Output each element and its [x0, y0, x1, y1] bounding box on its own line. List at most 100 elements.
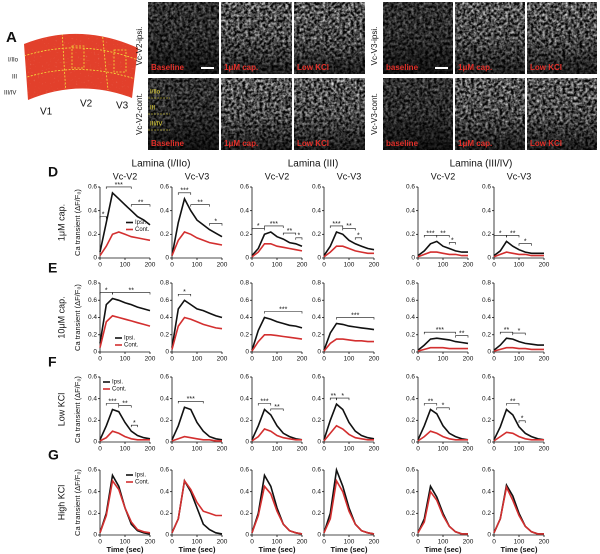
data-line — [99, 297, 151, 344]
image-fade — [294, 2, 365, 74]
data-line — [251, 408, 303, 441]
data-line — [171, 231, 223, 256]
significance-label: * — [357, 233, 360, 240]
row-label: Vc-V3-ipsi. — [370, 27, 379, 66]
y-tick-label: 0.2 — [312, 231, 321, 238]
x-tick-label: 0 — [170, 356, 174, 363]
x-tick-label: 0 — [492, 356, 496, 363]
significance-bracket — [455, 335, 469, 338]
y-tick-label: 0 — [317, 532, 321, 539]
legend-label: Cont. — [135, 480, 150, 486]
significance-label: ** — [129, 287, 135, 294]
y-tick-label: 0.4 — [312, 488, 321, 495]
data-line — [417, 240, 468, 257]
x-tick-label: 100 — [272, 539, 283, 546]
significance-bracket — [448, 242, 456, 245]
y-tick-label: 0.2 — [482, 417, 491, 424]
condition-label: 1μM cap. — [224, 139, 258, 148]
significance-bracket — [270, 408, 284, 411]
y-tick-label: 0.2 — [88, 417, 97, 424]
x-tick-label: 0 — [322, 356, 326, 363]
significance-bracket — [336, 317, 375, 320]
y-tick-label: 0.6 — [88, 467, 97, 474]
y-tick-label: 0.4 — [482, 314, 491, 321]
significance-bracket — [105, 403, 120, 406]
y-tick-label: 0.6 — [312, 184, 321, 191]
data-line — [99, 408, 151, 441]
significance-bracket — [130, 204, 151, 207]
y-tick-label: 0 — [317, 255, 321, 262]
data-line — [171, 478, 222, 534]
chart-title: Vc-V3 — [185, 171, 210, 181]
data-line — [171, 299, 223, 348]
x-tick-label: 100 — [438, 539, 449, 546]
y-tick-label: 0.8 — [160, 280, 169, 287]
x-tick-label: 100 — [120, 262, 131, 269]
y-tick-label: 0.6 — [482, 467, 491, 474]
y-tick-label: 0.4 — [406, 395, 415, 402]
significance-label: * — [105, 287, 108, 294]
significance-label: * — [524, 239, 527, 246]
x-tick-label: 200 — [369, 539, 380, 546]
data-line — [493, 346, 544, 352]
row-label: Vc-V2-ipsi. — [135, 27, 144, 66]
y-tick-label: 0.4 — [312, 395, 321, 402]
image-fade — [148, 78, 219, 150]
condition-label: Baseline — [151, 139, 184, 148]
y-tick-label: 0.2 — [160, 417, 169, 424]
x-tick-label: 0 — [416, 446, 420, 453]
x-tick-label: 200 — [539, 539, 550, 546]
x-tick-label: 0 — [250, 446, 254, 453]
y-tick-label: 0.8 — [482, 280, 491, 287]
condition-label: Low KCl — [530, 139, 562, 148]
y-tick-label: 0.4 — [160, 488, 169, 495]
y-tick-label: 0 — [93, 349, 97, 356]
lamina-header: Lamina (I/IIo) — [132, 159, 191, 170]
x-tick-label: 100 — [438, 262, 449, 269]
condition-label: 1μM cap. — [458, 139, 492, 148]
data-line — [323, 424, 374, 442]
x-tick-label: 0 — [170, 539, 174, 546]
data-line — [323, 478, 375, 535]
y-tick-label: 0.2 — [240, 231, 249, 238]
significance-label: *** — [180, 188, 188, 195]
y-tick-label: 0.2 — [312, 417, 321, 424]
y-tick-label: 0 — [487, 255, 491, 262]
significance-bracket — [512, 332, 526, 336]
y-tick-label: 0.2 — [406, 417, 415, 424]
x-tick-label: 100 — [514, 356, 525, 363]
data-line — [493, 337, 544, 351]
y-axis-label: Ca transient (ΔF/F₀) — [73, 189, 82, 256]
y-tick-label: 0 — [487, 532, 491, 539]
lamina-header: Lamina (III/IV) — [450, 159, 513, 170]
y-tick-label: 0 — [317, 349, 321, 356]
significance-bracket — [336, 397, 350, 401]
significance-label: *** — [270, 221, 278, 228]
x-tick-label: 100 — [192, 446, 203, 453]
y-tick-label: 0.4 — [160, 314, 169, 321]
data-line — [417, 430, 468, 442]
y-tick-label: 0.6 — [88, 374, 97, 381]
x-tick-label: 100 — [438, 356, 449, 363]
y-tick-label: 0.6 — [240, 184, 249, 191]
data-line — [323, 466, 375, 535]
panel-letter: G — [48, 447, 59, 463]
x-tick-label: 100 — [120, 446, 131, 453]
y-tick-label: 0.4 — [240, 395, 249, 402]
x-tick-label: 100 — [120, 539, 131, 546]
y-tick-label: 0.2 — [240, 510, 249, 517]
significance-bracket — [518, 420, 526, 423]
significance-label: * — [442, 403, 445, 410]
y-tick-label: 0 — [245, 532, 249, 539]
y-tick-label: 0.6 — [312, 297, 321, 304]
data-line — [99, 430, 150, 442]
significance-bracket — [342, 228, 356, 231]
x-tick-label: 200 — [217, 446, 228, 453]
y-tick-label: 0.4 — [406, 314, 415, 321]
significance-label: * — [521, 416, 524, 423]
x-tick-label: 200 — [297, 446, 308, 453]
significance-bracket — [329, 225, 344, 228]
y-tick-label: 0.2 — [240, 417, 249, 424]
legend-label: Ipsi. — [112, 380, 123, 386]
x-tick-label: 0 — [98, 262, 102, 269]
